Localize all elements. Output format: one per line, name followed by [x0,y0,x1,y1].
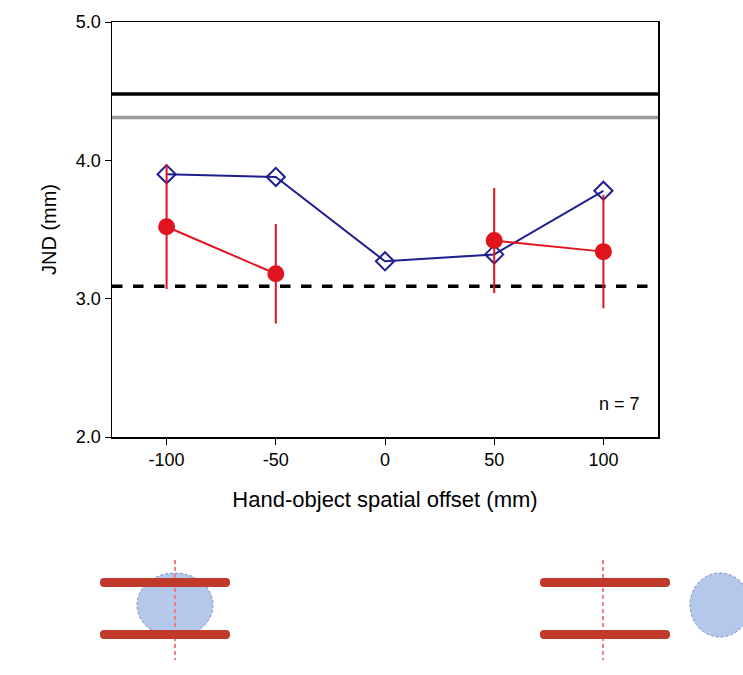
svg-text:-100: -100 [149,450,185,470]
svg-text:3.0: 3.0 [76,289,101,309]
svg-text:n = 7: n = 7 [599,394,640,414]
svg-text:Hand-object spatial offset (mm: Hand-object spatial offset (mm) [232,487,537,512]
svg-text:2.0: 2.0 [76,427,101,447]
svg-text:50: 50 [484,450,504,470]
svg-text:5.0: 5.0 [76,12,101,32]
svg-text:JND (mm): JND (mm) [38,184,60,275]
svg-text:-50: -50 [263,450,289,470]
svg-text:0: 0 [380,450,390,470]
svg-text:4.0: 4.0 [76,151,101,171]
svg-text:100: 100 [588,450,618,470]
